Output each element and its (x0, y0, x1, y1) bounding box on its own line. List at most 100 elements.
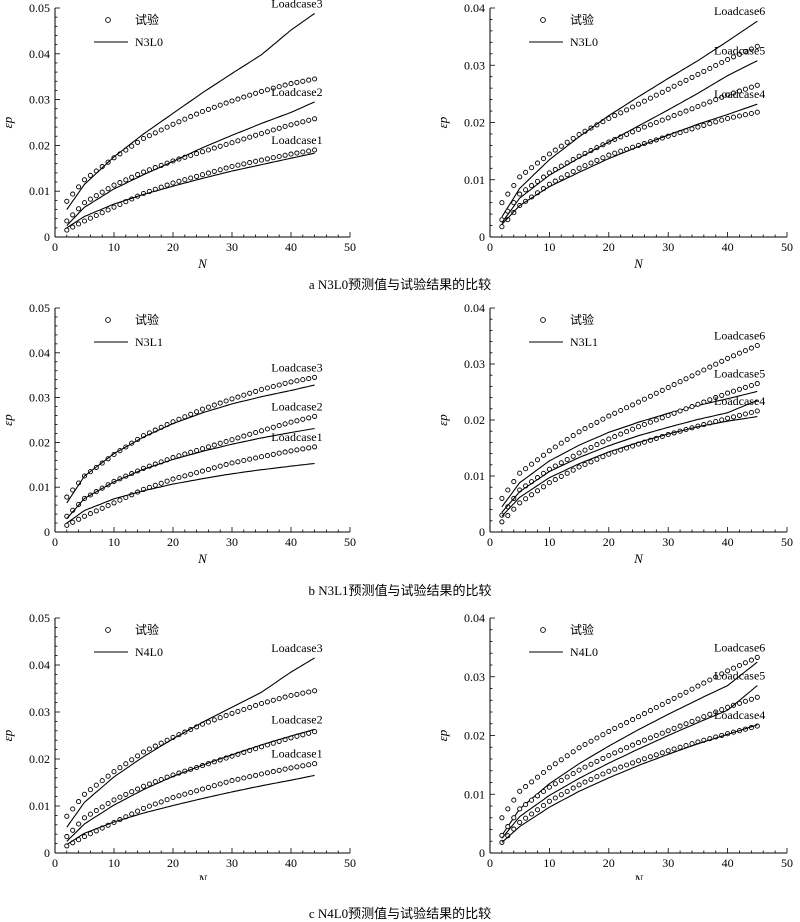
measured-point-loadcase2 (199, 149, 206, 155)
measured-point-loadcase5 (558, 777, 564, 783)
measured-point-loadcase5 (695, 401, 701, 407)
measured-point-loadcase5 (499, 512, 505, 518)
measured-point-loadcase6 (671, 382, 677, 388)
measured-point-loadcase3 (294, 79, 300, 85)
measured-point-loadcase6 (671, 695, 677, 701)
measured-point-loadcase4 (713, 119, 719, 125)
x-tick-label: 50 (344, 240, 356, 254)
measured-point-loadcase1 (312, 761, 318, 767)
measured-point-loadcase6 (719, 358, 725, 364)
legend-marker-icon (105, 17, 111, 23)
y-tick-label: 0.04 (464, 301, 485, 315)
x-tick-label: 40 (722, 856, 734, 870)
measured-point-loadcase4 (754, 723, 760, 729)
measured-point-loadcase4 (630, 760, 636, 766)
measured-point-loadcase5 (600, 439, 606, 445)
measured-point-loadcase3 (146, 746, 152, 752)
y-tick-label: 0.01 (464, 787, 485, 801)
measured-point-loadcase6 (742, 348, 748, 354)
measured-point-loadcase1 (294, 764, 300, 770)
measured-point-loadcase5 (736, 88, 743, 94)
measured-point-loadcase4 (529, 492, 535, 498)
measured-point-loadcase4 (564, 470, 570, 476)
y-tick-label: 0.02 (464, 116, 485, 130)
measured-point-loadcase6 (695, 71, 701, 77)
measured-point-loadcase6 (517, 470, 523, 476)
measured-point-loadcase1 (306, 762, 312, 768)
measured-point-loadcase3 (258, 88, 265, 94)
measured-point-loadcase1 (111, 204, 117, 210)
measured-point-loadcase5 (534, 178, 541, 184)
measured-point-loadcase6 (618, 110, 624, 116)
y-tick-label: 0.03 (464, 58, 485, 72)
measured-point-loadcase1 (294, 447, 300, 453)
caption-c: c N4L0预测值与试验结果的比较 (308, 906, 492, 921)
measured-point-loadcase5 (659, 117, 665, 123)
measured-point-loadcase3 (123, 761, 129, 767)
measured-point-loadcase1 (288, 448, 294, 454)
y-tick-label: 0.01 (29, 184, 50, 198)
measured-point-loadcase2 (199, 446, 206, 452)
x-tick-label: 20 (167, 535, 179, 549)
y-tick-label: 0.03 (464, 357, 485, 371)
legend-marker-icon (105, 317, 111, 323)
measured-point-loadcase1 (188, 471, 194, 477)
measured-point-loadcase2 (93, 808, 99, 814)
x-tick-label: 50 (344, 856, 356, 870)
predicted-line-loadcase2 (66, 427, 315, 519)
measured-point-loadcase6 (630, 104, 636, 110)
predicted-line-loadcase6 (501, 20, 758, 218)
measured-point-loadcase5 (742, 86, 748, 92)
measured-point-loadcase2 (253, 132, 259, 138)
measured-point-loadcase3 (253, 90, 259, 96)
measured-point-loadcase4 (529, 811, 535, 817)
x-tick-label: 30 (662, 535, 674, 549)
measured-point-loadcase2 (229, 437, 235, 443)
x-tick-label: 20 (603, 240, 615, 254)
measured-point-loadcase6 (754, 654, 760, 660)
predicted-line-loadcase1 (66, 774, 315, 845)
measured-point-loadcase5 (748, 382, 754, 389)
y-tick-label: 0.03 (29, 93, 50, 107)
measured-point-loadcase3 (199, 108, 206, 115)
y-tick-label: 0.04 (29, 346, 50, 360)
measured-point-loadcase3 (176, 119, 182, 125)
measured-point-loadcase3 (140, 135, 147, 142)
predicted-line-loadcase6 (501, 661, 758, 836)
measured-point-loadcase3 (247, 390, 253, 396)
measured-point-loadcase1 (87, 831, 93, 837)
measured-point-loadcase4 (546, 480, 552, 486)
measured-point-loadcase3 (152, 130, 158, 136)
measured-point-loadcase1 (223, 165, 229, 171)
measured-point-loadcase2 (288, 122, 294, 128)
measured-point-loadcase6 (659, 701, 665, 708)
legend-marker-icon (540, 17, 546, 23)
measured-point-loadcase3 (312, 76, 318, 82)
measured-point-loadcase4 (665, 748, 671, 754)
measured-point-loadcase6 (570, 135, 576, 141)
measured-point-loadcase5 (647, 419, 653, 425)
measured-point-loadcase4 (701, 122, 707, 128)
measured-point-loadcase1 (182, 473, 188, 479)
measured-point-loadcase5 (754, 82, 760, 88)
measured-point-loadcase5 (725, 92, 731, 98)
measured-point-loadcase1 (70, 519, 76, 525)
measured-point-loadcase5 (653, 417, 659, 423)
measured-point-loadcase6 (742, 49, 748, 55)
measured-point-loadcase5 (707, 397, 713, 403)
measured-point-loadcase5 (748, 696, 754, 702)
measured-point-loadcase3 (76, 184, 82, 190)
measured-point-loadcase3 (81, 791, 88, 797)
measured-point-loadcase1 (140, 805, 147, 811)
measured-point-loadcase6 (582, 426, 588, 432)
measured-point-loadcase6 (523, 784, 529, 790)
measured-point-loadcase1 (241, 457, 247, 464)
measured-point-loadcase6 (517, 788, 523, 794)
measured-point-loadcase6 (641, 711, 647, 717)
predicted-line-loadcase1 (66, 462, 315, 524)
measured-point-loadcase1 (294, 150, 300, 156)
measured-point-loadcase4 (570, 168, 576, 175)
